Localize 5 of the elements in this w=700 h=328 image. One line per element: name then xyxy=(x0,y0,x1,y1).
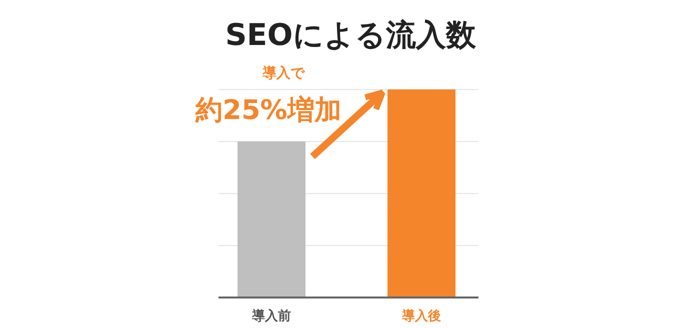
x-tick-label: 導入前 xyxy=(251,308,291,324)
annotation: 約25%増加 xyxy=(194,95,342,126)
x-tick-label: 導入後 xyxy=(401,308,441,324)
chart-title: SEOによる流入数 xyxy=(225,18,477,53)
text: 導入で xyxy=(262,64,306,82)
